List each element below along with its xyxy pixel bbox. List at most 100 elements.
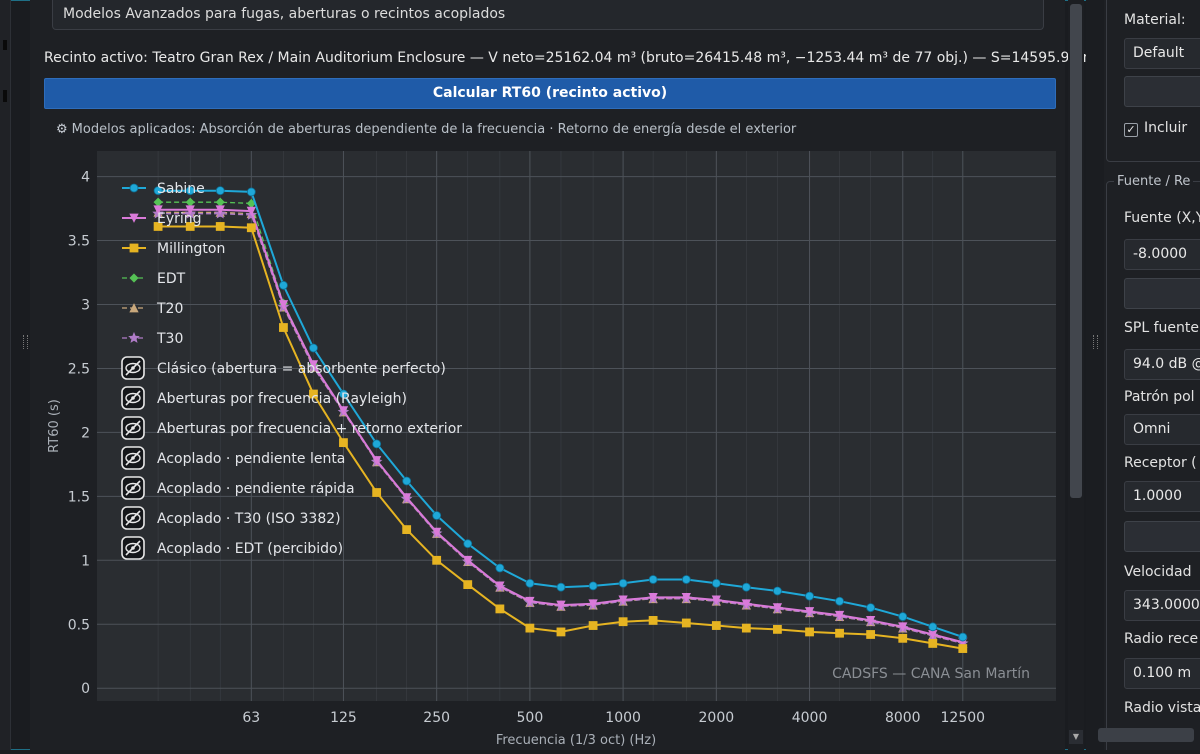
calculate-rt60-button[interactable]: Calcular RT60 (recinto activo) xyxy=(44,78,1056,109)
data-point xyxy=(773,586,782,596)
source-x-field[interactable]: -8.0000 xyxy=(1124,239,1200,270)
data-point xyxy=(898,633,908,643)
data-point xyxy=(432,527,442,538)
active-enclosure-info: Recinto activo: Teatro Gran Rex / Main A… xyxy=(44,50,1102,66)
y-tick-label: 0 xyxy=(81,681,90,697)
data-point xyxy=(741,623,751,633)
data-point xyxy=(153,186,163,196)
data-point xyxy=(805,627,814,637)
data-point xyxy=(835,596,844,606)
legend-label: Aberturas por frecuencia + retorno exter… xyxy=(157,421,462,437)
y-tick-label: 3 xyxy=(81,297,90,313)
eye-off-icon[interactable] xyxy=(121,506,145,530)
receiver-radius-label: Radio rece xyxy=(1124,631,1199,647)
receiver-radius-field[interactable]: 0.100 m xyxy=(1124,658,1200,689)
legend-swatch-marker xyxy=(129,303,139,313)
legend-item-hidden[interactable]: Acoplado · T30 (ISO 3382) xyxy=(121,506,341,530)
data-point xyxy=(618,578,628,588)
scrollbar-thumb[interactable] xyxy=(1070,4,1082,498)
data-point xyxy=(463,555,473,566)
sound-speed-label: Velocidad xyxy=(1124,564,1192,580)
data-point xyxy=(463,580,473,590)
data-point xyxy=(588,599,598,609)
data-point xyxy=(402,476,412,486)
data-point xyxy=(495,581,505,591)
x-tick-label: 63 xyxy=(242,710,260,726)
x-tick-label: 12500 xyxy=(941,710,986,726)
applied-models-info: ⚙ Modelos aplicados: Absorción de abertur… xyxy=(56,122,796,137)
polar-pattern-label: Patrón pol xyxy=(1124,389,1195,405)
receiver-action-button[interactable] xyxy=(1124,521,1200,552)
data-point xyxy=(741,582,751,592)
legend-item[interactable]: Eyring xyxy=(122,211,202,227)
legend-label: Eyring xyxy=(157,211,202,227)
include-label: Incluir xyxy=(1144,120,1188,136)
description-field[interactable]: Modelos Avanzados para fugas, aberturas … xyxy=(52,0,1044,30)
gear-icon: ⚙ xyxy=(56,122,68,137)
data-point xyxy=(711,578,721,588)
legend-item-hidden[interactable]: Acoplado · pendiente rápida xyxy=(121,476,355,500)
splitter-grip-left[interactable] xyxy=(23,335,28,349)
data-point xyxy=(246,187,256,197)
data-point xyxy=(928,639,938,648)
data-point xyxy=(834,610,845,621)
data-point xyxy=(772,603,783,613)
legend-item[interactable]: EDT xyxy=(122,271,186,287)
right-panel-scrollbar-thumb[interactable] xyxy=(1098,728,1194,742)
legend-label: EDT xyxy=(157,271,186,287)
legend-item-hidden[interactable]: Acoplado · pendiente lenta xyxy=(121,446,345,470)
scroll-down-arrow-icon[interactable]: ▼ xyxy=(1069,730,1083,744)
legend-swatch-marker xyxy=(129,243,139,253)
data-point xyxy=(185,186,195,196)
data-point xyxy=(805,591,814,601)
checkmark-icon[interactable]: ✓ xyxy=(1124,123,1138,137)
include-checkbox[interactable]: ✓ Incluir xyxy=(1124,120,1187,137)
eye-off-icon[interactable] xyxy=(121,536,145,560)
data-point xyxy=(773,624,782,634)
data-point xyxy=(338,406,349,416)
legend-item-hidden[interactable]: Aberturas por frecuencia (Rayleigh) xyxy=(121,386,407,410)
sound-speed-field[interactable]: 343.0000 xyxy=(1124,590,1200,621)
eye-off-icon[interactable] xyxy=(121,446,145,470)
legend-item-hidden[interactable]: Acoplado · EDT (percibido) xyxy=(121,536,343,560)
legend-label: Acoplado · T30 (ISO 3382) xyxy=(157,511,341,527)
legend-item[interactable]: Sabine xyxy=(122,181,205,197)
data-point xyxy=(648,616,658,625)
y-tick-label: 4 xyxy=(81,170,90,186)
legend-item-hidden[interactable]: Clásico (abertura = absorbente perfecto) xyxy=(121,356,446,380)
x-axis-label: Frecuencia (1/3 oct) (Hz) xyxy=(496,733,656,748)
y-axis-label: RT60 (s) xyxy=(47,399,62,453)
x-tick-label: 500 xyxy=(517,710,544,726)
legend-item[interactable]: Millington xyxy=(122,241,225,257)
y-tick-label: 1 xyxy=(81,553,90,569)
receiver-x-field[interactable]: 1.0000 xyxy=(1124,481,1200,512)
material-action-button[interactable] xyxy=(1124,76,1200,107)
data-point xyxy=(866,603,876,613)
eye-off-icon[interactable] xyxy=(121,386,145,410)
material-select[interactable]: Default xyxy=(1124,38,1200,69)
main-vertical-scrollbar[interactable] xyxy=(1068,0,1084,750)
dock-marker xyxy=(3,90,7,102)
eye-off-icon[interactable] xyxy=(121,476,145,500)
data-point xyxy=(556,600,566,610)
legend-item-hidden[interactable]: Aberturas por frecuencia + retorno exter… xyxy=(121,416,462,440)
data-point xyxy=(463,539,473,549)
legend-item[interactable]: T20 xyxy=(122,301,183,317)
splitter-grip-right[interactable] xyxy=(1093,335,1098,349)
spl-source-field[interactable]: 94.0 dB @ xyxy=(1124,349,1200,380)
eye-off-icon[interactable] xyxy=(121,356,145,380)
x-tick-label: 2000 xyxy=(699,710,735,726)
panel-splitter[interactable] xyxy=(1086,0,1104,750)
data-point xyxy=(153,222,163,231)
source-action-button[interactable] xyxy=(1124,278,1200,309)
data-point xyxy=(835,628,844,638)
x-tick-label: 4000 xyxy=(792,710,828,726)
x-tick-label: 250 xyxy=(423,710,450,726)
legend-item[interactable]: T30 xyxy=(122,331,183,347)
rt60-chart: 63 125 250 500 1000 2000 4000 8000 12500 0 0.5 1 1.5… xyxy=(44,146,1056,750)
data-point xyxy=(618,617,628,627)
eye-off-icon[interactable] xyxy=(121,416,145,440)
data-point xyxy=(648,592,658,603)
legend-label: Acoplado · EDT (percibido) xyxy=(157,541,343,557)
polar-pattern-select[interactable]: Omni xyxy=(1124,414,1200,445)
